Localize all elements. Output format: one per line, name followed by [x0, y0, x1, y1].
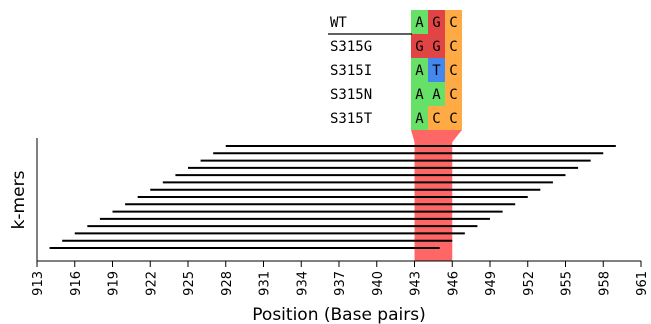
base-cell: [428, 106, 445, 130]
x-tick-label: 928: [220, 271, 235, 296]
base-letter: G: [415, 39, 423, 55]
x-tick-label: 949: [484, 271, 499, 296]
base-letter: G: [432, 15, 440, 31]
base-letter: C: [449, 15, 457, 31]
x-tick-label: 913: [31, 271, 46, 296]
x-ticks: 913 916 919 922 925 928 931 934 937 940 943 946 949 9…: [31, 261, 650, 296]
base-letter: T: [432, 63, 441, 79]
base-letter: C: [449, 39, 457, 55]
base-cell: [445, 10, 462, 34]
sequence-name: S315I: [330, 63, 372, 79]
x-tick-label: 943: [409, 271, 424, 296]
base-cell: [445, 58, 462, 82]
base-cell: [411, 10, 428, 34]
base-cell: [445, 82, 462, 106]
kmer-lines: [49, 145, 616, 249]
x-tick-label: 925: [182, 271, 197, 296]
x-tick-label: 934: [295, 271, 310, 296]
base-letter: A: [415, 15, 424, 31]
base-cell: [428, 34, 445, 58]
highlight-region: [411, 130, 462, 261]
base-cell: [411, 106, 428, 130]
sequence-name: WT: [330, 15, 347, 31]
base-letter: C: [449, 87, 457, 103]
x-tick-label: 955: [560, 271, 575, 296]
base-letter: A: [415, 111, 424, 127]
base-letter: G: [432, 39, 440, 55]
base-cell: [445, 106, 462, 130]
base-letter: C: [449, 111, 457, 127]
sequence-name: S315T: [330, 111, 373, 127]
sequence-name: S315N: [330, 87, 372, 103]
base-cell: [411, 58, 428, 82]
x-tick-label: 940: [371, 271, 386, 296]
base-letter: A: [432, 87, 441, 103]
base-letter: A: [415, 63, 424, 79]
sequence-name: S315G: [330, 39, 372, 55]
base-cell: [445, 34, 462, 58]
base-cell: [428, 58, 445, 82]
base-cell: [428, 82, 445, 106]
base-cell: [411, 82, 428, 106]
x-tick-label: 931: [258, 271, 273, 296]
x-tick-label: 958: [597, 271, 612, 296]
y-axis-label: k-mers: [9, 170, 29, 229]
base-letter: A: [415, 87, 424, 103]
base-cell: [428, 10, 445, 34]
x-tick-label: 919: [107, 271, 122, 296]
x-axis-label: Position (Base pairs): [252, 305, 425, 324]
base-letter: C: [449, 63, 457, 79]
x-tick-label: 916: [69, 271, 84, 296]
x-tick-label: 952: [522, 271, 537, 296]
axes: 913 916 919 922 925 928 931 934 937 940 943 946 949 9…: [31, 138, 650, 296]
x-tick-label: 937: [333, 271, 348, 296]
x-tick-label: 961: [635, 271, 650, 296]
base-letter: C: [432, 111, 440, 127]
x-tick-label: 922: [144, 271, 159, 296]
base-cell: [411, 34, 428, 58]
x-tick-label: 946: [446, 271, 461, 296]
